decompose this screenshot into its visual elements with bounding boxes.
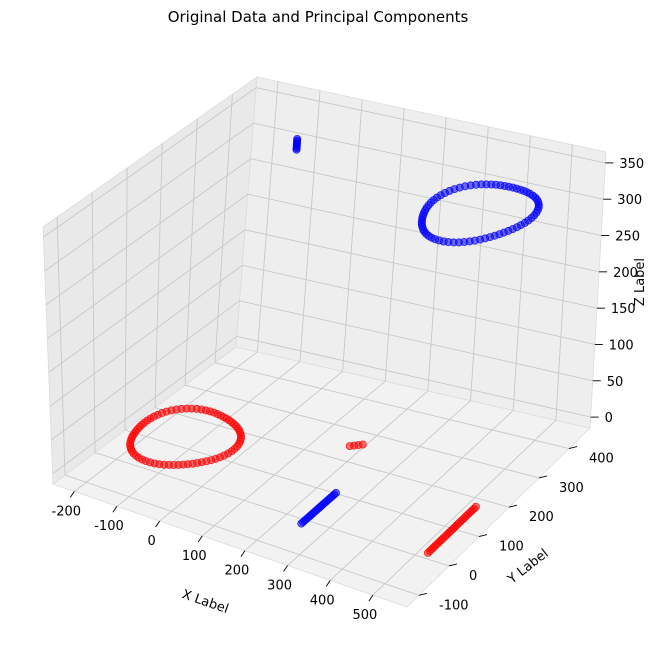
z-tick-label: 200 <box>613 266 638 281</box>
x-tick-label: 100 <box>182 549 207 564</box>
y-tick <box>448 563 458 567</box>
z-axis-label: Z Label <box>633 258 648 306</box>
grid-line <box>154 143 163 408</box>
y-tick <box>568 446 578 449</box>
z-tick-label: 350 <box>619 157 644 172</box>
y-tick-label: 0 <box>469 569 477 584</box>
grid-line <box>56 217 66 476</box>
y-tick <box>418 592 428 596</box>
back-pane <box>235 76 607 429</box>
x-tick <box>69 491 75 498</box>
grid-line <box>124 429 480 538</box>
scatter-point <box>516 221 525 230</box>
grid-line <box>159 371 343 522</box>
grid-line <box>256 81 279 352</box>
grid-line <box>124 167 128 431</box>
grid-line <box>287 400 471 566</box>
z-tick-label: 0 <box>605 411 613 426</box>
grid-line <box>236 335 591 418</box>
grid-line <box>51 300 240 441</box>
axis-ticks: -200-1000100200300400500-100010020030040… <box>52 157 645 623</box>
grid-line <box>242 264 595 345</box>
scatter-point <box>471 502 480 511</box>
grid-line <box>47 193 249 339</box>
scatter-point <box>297 519 306 528</box>
x-tick-label: -100 <box>94 519 124 534</box>
grid-line <box>48 229 246 373</box>
grid-line <box>253 122 604 200</box>
grid-line <box>214 94 233 363</box>
y-tick-label: 400 <box>589 452 614 467</box>
x-tick-label: 0 <box>147 534 155 549</box>
grid-line <box>74 351 258 492</box>
grid-line <box>512 135 531 411</box>
y-tick <box>508 504 518 508</box>
y-tick <box>478 534 488 538</box>
x-tick-label: 400 <box>310 593 335 608</box>
grid-line <box>214 362 570 449</box>
grid-line <box>116 361 301 507</box>
z-tick-label: 300 <box>617 193 642 208</box>
data-points <box>126 134 543 557</box>
grid-line <box>329 410 514 581</box>
grid-line <box>245 229 598 309</box>
grid-line <box>44 122 254 272</box>
x-tick <box>155 520 161 528</box>
chart-title: Original Data and Principal Components <box>168 8 469 26</box>
y-tick-label: 200 <box>529 510 554 525</box>
grid-line <box>427 117 447 391</box>
grid-line <box>45 158 251 306</box>
x-tick <box>112 505 118 513</box>
grid-line <box>342 99 363 372</box>
x-axis-label: X Label <box>180 587 230 617</box>
grid-line <box>52 335 238 475</box>
x-tick-label: -200 <box>52 504 82 519</box>
grid-line <box>184 118 198 386</box>
grid-line <box>239 300 593 382</box>
y-tick-label: 100 <box>499 540 524 555</box>
grid-line <box>555 144 573 421</box>
grid-line <box>256 87 606 164</box>
x-tick <box>197 535 203 543</box>
x-tick <box>368 594 374 602</box>
x-tick <box>240 550 246 557</box>
x-tick <box>283 565 288 572</box>
x-tick <box>325 580 331 587</box>
grid-line <box>372 419 557 596</box>
scatter-point <box>292 145 301 154</box>
grid-line <box>299 90 321 362</box>
scatter-point <box>358 440 367 449</box>
x-tick-label: 500 <box>352 608 377 623</box>
grid-line <box>384 108 405 382</box>
grid-lines <box>43 81 606 596</box>
y-tick <box>538 475 548 479</box>
grid-line <box>250 158 602 236</box>
grid-line <box>184 384 540 479</box>
x-tick-label: 200 <box>224 564 249 579</box>
z-tick-label: 250 <box>615 230 640 245</box>
grid-line <box>64 474 420 596</box>
grid-line <box>154 407 510 508</box>
scatter-point <box>224 449 233 458</box>
grid-line <box>91 192 96 453</box>
grid-line <box>244 390 429 552</box>
z-tick-label: 50 <box>607 375 624 390</box>
y-tick-label: -100 <box>439 598 469 613</box>
grid-line <box>201 380 386 537</box>
grid-line <box>470 126 489 401</box>
grid-line <box>43 87 257 238</box>
y-tick-label: 300 <box>559 481 584 496</box>
z-tick-label: 100 <box>609 339 634 354</box>
axis-panes <box>42 76 607 608</box>
x-tick-label: 300 <box>267 579 292 594</box>
z-tick-label: 150 <box>611 302 636 317</box>
grid-line <box>49 264 243 407</box>
grid-line <box>94 452 450 567</box>
